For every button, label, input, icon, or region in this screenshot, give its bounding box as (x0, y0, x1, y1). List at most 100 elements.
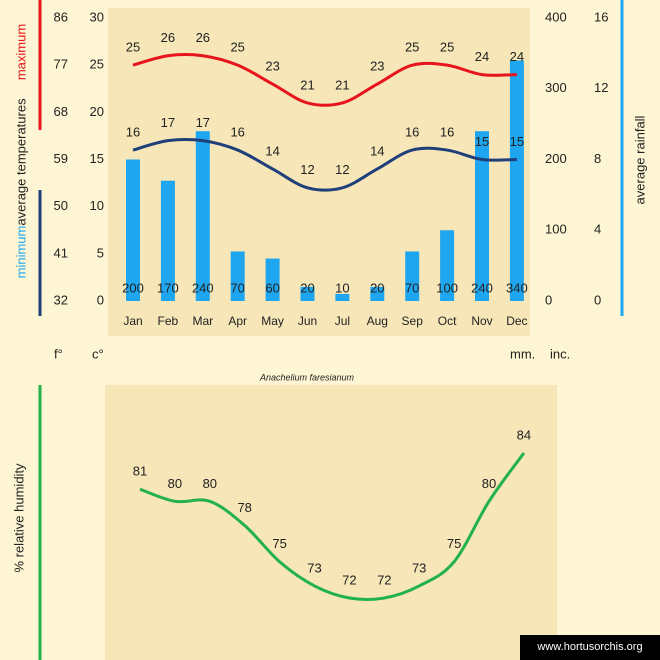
data-label: 23 (370, 58, 384, 73)
data-label: 26 (161, 30, 175, 45)
data-label: 100 (436, 280, 458, 295)
data-label: 80 (482, 476, 496, 491)
rain-bar (509, 60, 524, 302)
data-label: 12 (300, 162, 314, 177)
rain-bar (265, 258, 280, 301)
x-tick-label: Sep (402, 314, 424, 328)
tick-label: 0 (594, 292, 601, 307)
y2-axis-label: average rainfall (632, 115, 647, 204)
tick-label: 77 (54, 57, 68, 72)
min-label: minimum (13, 226, 28, 279)
tick-label: 4 (594, 222, 601, 237)
data-label: 73 (412, 560, 426, 575)
x-tick-label: Aug (367, 314, 388, 328)
data-label: 81 (133, 464, 147, 479)
data-label: 14 (370, 143, 384, 158)
tick-label: 300 (545, 80, 567, 95)
data-label: 24 (475, 49, 489, 64)
tick-label: 25 (90, 57, 104, 72)
tick-label: 8 (594, 151, 601, 166)
data-label: 72 (342, 572, 356, 587)
data-label: 15 (475, 134, 489, 149)
rain-bar (370, 286, 385, 301)
tick-label: 59 (54, 151, 68, 166)
data-label: 10 (335, 280, 349, 295)
data-label: 23 (265, 58, 279, 73)
tick-label: 86 (54, 9, 68, 24)
humidity-line (139, 452, 526, 602)
humidity-panel (105, 385, 557, 660)
data-label: 16 (405, 125, 419, 140)
x-tick-label: Apr (228, 314, 247, 328)
data-label: 78 (237, 500, 251, 515)
tick-label: 15 (90, 151, 104, 166)
inch-unit: inc. (550, 346, 570, 361)
max-label: maximum (13, 24, 28, 80)
rain-bar (300, 286, 315, 301)
tick-label: 0 (97, 292, 104, 307)
humidity-label: % relative humidity (11, 463, 26, 573)
data-label: 16 (230, 125, 244, 140)
f-unit: f° (54, 346, 63, 361)
rain-bar (160, 180, 175, 301)
tick-label: 10 (90, 198, 104, 213)
tick-label: 0 (545, 292, 552, 307)
chart-title: Anachelium faresianum (259, 372, 355, 382)
data-label: 20 (370, 280, 384, 295)
c-unit: c° (92, 346, 104, 361)
temp-line (132, 137, 517, 192)
x-tick-label: Dec (506, 314, 527, 328)
tick-label: 20 (90, 104, 104, 119)
rain-bar (230, 251, 245, 301)
data-label: 20 (300, 280, 314, 295)
data-label: 25 (440, 40, 454, 55)
data-label: 17 (161, 115, 175, 130)
data-label: 26 (196, 30, 210, 45)
tick-label: 41 (54, 245, 68, 260)
x-tick-label: Mar (192, 314, 213, 328)
tick-label: 32 (54, 292, 68, 307)
data-label: 15 (510, 134, 524, 149)
tick-label: 30 (90, 9, 104, 24)
x-tick-label: Jul (335, 314, 350, 328)
rain-bar (475, 131, 489, 301)
plot-panel (108, 8, 530, 336)
rain-bar (195, 131, 210, 301)
rain-bar (440, 230, 455, 301)
rain-bar (405, 251, 420, 301)
data-label: 16 (440, 125, 454, 140)
tick-label: 16 (594, 9, 608, 24)
tick-label: 68 (54, 104, 68, 119)
data-label: 14 (265, 143, 279, 158)
tick-label: 5 (97, 245, 104, 260)
data-label: 80 (168, 476, 182, 491)
data-label: 240 (471, 280, 493, 295)
x-tick-label: May (261, 314, 284, 328)
data-label: 70 (230, 280, 244, 295)
y-axis-label: average temperatures (13, 98, 28, 226)
x-tick-label: Jun (298, 314, 317, 328)
data-label: 73 (307, 560, 321, 575)
x-tick-label: Feb (158, 314, 179, 328)
data-label: 21 (300, 77, 314, 92)
data-label: 21 (335, 77, 349, 92)
rain-bar (335, 293, 350, 301)
data-label: 84 (517, 427, 531, 442)
data-label: 25 (405, 40, 419, 55)
tick-label: 50 (54, 198, 68, 213)
data-label: 75 (447, 536, 461, 551)
x-tick-label: Nov (471, 314, 492, 328)
x-tick-label: Oct (438, 314, 457, 328)
tick-label: 12 (594, 80, 608, 95)
footer-bg (520, 635, 660, 660)
mm-unit: mm. (510, 346, 535, 361)
footer: www.hortusorchis.org (536, 641, 642, 653)
data-label: 170 (157, 280, 179, 295)
tick-label: 200 (545, 151, 567, 166)
data-label: 70 (405, 280, 419, 295)
x-tick-label: Jan (123, 314, 142, 328)
data-label: 75 (272, 536, 286, 551)
data-label: 340 (506, 280, 528, 295)
data-label: 200 (122, 280, 144, 295)
